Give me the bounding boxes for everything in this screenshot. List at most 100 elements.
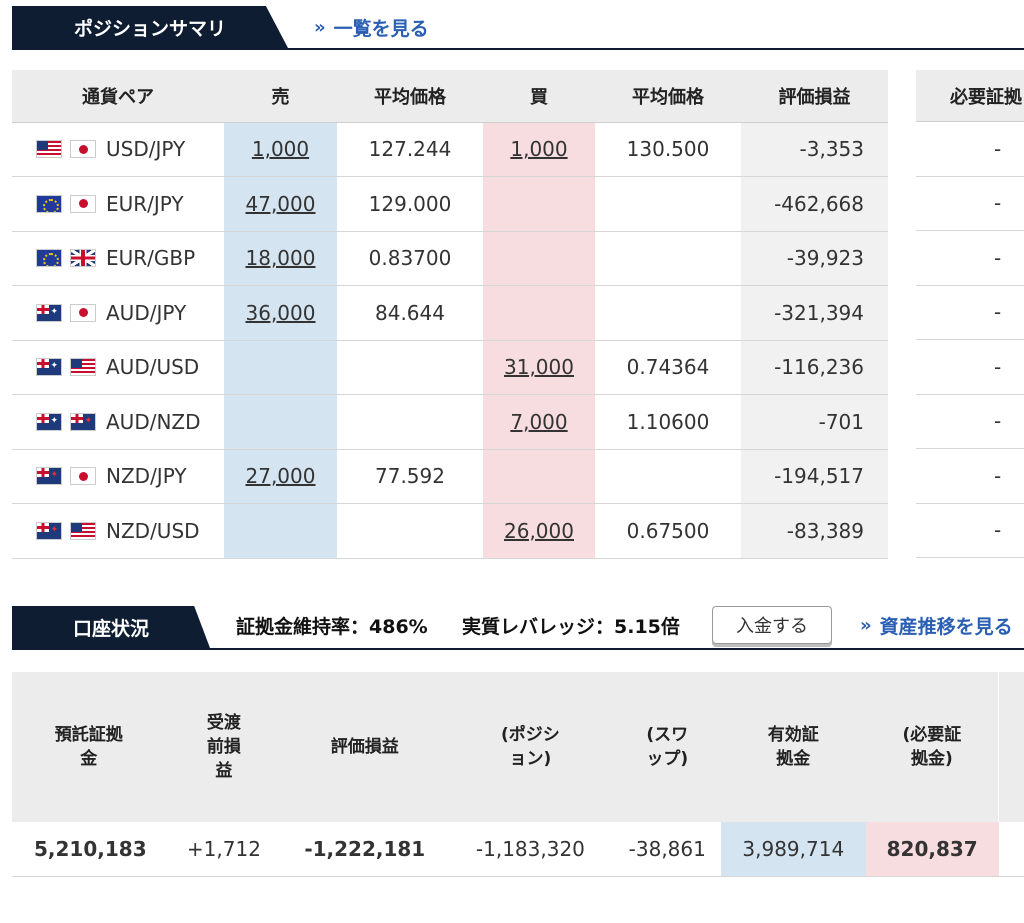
pair-cell: EUR/JPY (12, 176, 224, 232)
buy-avg-cell: 0.67500 (595, 503, 741, 559)
header-line: ップ) (646, 749, 689, 769)
pair-label: EUR/GBP (106, 246, 196, 271)
pl-cell: -3,353 (741, 122, 888, 177)
header-line: 受渡 (206, 713, 241, 733)
buy-amount-link[interactable]: 31,000 (504, 355, 574, 380)
col-header-buy-avg: 平均価格 (595, 70, 741, 123)
required-margin-cell: - (916, 395, 1024, 449)
view-list-link[interactable]: » 一覧を見る (314, 17, 429, 40)
buy-avg-cell: 0.74364 (595, 340, 741, 395)
sell-amount-link[interactable]: 1,000 (251, 137, 310, 162)
pl-cell: -83,389 (741, 503, 888, 559)
pair-label: EUR/JPY (106, 191, 184, 216)
view-asset-history-link[interactable]: » 資産推移を見る (860, 615, 1013, 638)
col-header-pl: 評価損益 (741, 70, 888, 123)
header-line: ョン) (509, 749, 552, 769)
account-col-header: 預託証拠金 (12, 672, 166, 822)
pair-label: NZD/USD (106, 518, 200, 543)
buy-cell: 26,000 (483, 503, 595, 559)
buy-amount-link[interactable]: 26,000 (504, 518, 574, 543)
effective-leverage: 実質レバレッジ：5.15倍 (462, 616, 680, 638)
header-line: 拠金) (911, 749, 953, 769)
header-line: 前損 (206, 737, 241, 757)
pair-label: AUD/USD (106, 355, 200, 380)
buy-cell (483, 449, 595, 504)
required-margin-cell: - (916, 177, 1024, 231)
sell-cell: 27,000 (224, 449, 337, 504)
sell-amount-link[interactable]: 18,000 (245, 246, 316, 271)
flag-jp-icon (70, 194, 96, 213)
account-value-row: 5,210,183 +1,712 -1,222,181 -1,183,320 -38,8… (12, 822, 1024, 877)
header-line: 拠金 (776, 749, 811, 769)
pair-label: USD/JPY (106, 137, 186, 162)
buy-amount-link[interactable]: 7,000 (510, 409, 568, 434)
col-header-sell: 売 (224, 70, 337, 123)
account-header-row: 預託証拠金受渡 前損益評価損益 (ポジシ ョン) (スワ ップ) 有効証 拠金 (必要証 拠金) (12, 672, 1024, 822)
required-margin-column: 必要証拠 -------- (916, 70, 1024, 558)
sell-cell (224, 503, 337, 559)
pair-cell: NZD/JPY (12, 449, 224, 504)
flag-nz-icon (70, 412, 96, 431)
sell-amount-link[interactable]: 27,000 (245, 464, 316, 489)
account-status-tab[interactable]: 口座状況 (12, 606, 210, 648)
buy-cell: 31,000 (483, 340, 595, 395)
buy-cell (483, 285, 595, 341)
sell-avg-cell: 84.644 (337, 285, 483, 341)
buy-avg-cell (595, 285, 741, 341)
account-col-header: (スワップ) (613, 672, 721, 822)
table-row: NZD/JPY 27,000 77.592 -194,517 (12, 449, 888, 504)
double-chevron-right-icon: » (314, 17, 326, 38)
header-line: (ポジシ (501, 725, 560, 745)
deposit-button[interactable]: 入金する (712, 606, 832, 644)
pair-cell: EUR/GBP (12, 231, 224, 286)
header-line: (必要証 (902, 725, 962, 745)
col-header-required-margin: 必要証拠 (916, 70, 1024, 122)
sell-amount-link[interactable]: 36,000 (245, 300, 316, 325)
flag-us-icon (36, 140, 62, 159)
sell-avg-cell (337, 394, 483, 450)
table-row: AUD/NZD 7,000 1.10600-701 (12, 394, 888, 450)
header-line: (スワ (646, 725, 689, 745)
pair-cell: NZD/USD (12, 503, 224, 559)
pair-cell: AUD/JPY (12, 285, 224, 341)
account-status-header: 口座状況 (12, 606, 1024, 650)
margin-ratio: 証拠金維持率：486% (236, 616, 428, 638)
pl-cell: -194,517 (741, 449, 888, 504)
buy-cell: 1,000 (483, 122, 595, 177)
account-value-cell: 3,989,714 (720, 822, 866, 877)
flag-jp-icon (70, 467, 96, 486)
flag-nz-icon (36, 521, 62, 540)
buy-cell: 7,000 (483, 394, 595, 450)
sell-cell (224, 340, 337, 395)
account-col-header: 評価損益 (282, 672, 448, 822)
flag-us-icon (70, 521, 96, 540)
table-row: EUR/JPY 47,000 129.000 -462,668 (12, 176, 888, 232)
table-row: USD/JPY 1,000 127.244 1,000 130.500 -3,353 (12, 122, 888, 177)
required-margin-cell: - (916, 286, 1024, 340)
buy-avg-cell (595, 449, 741, 504)
account-value-cell: 5,210,183 (12, 822, 166, 877)
col-header-pair: 通貨ペア (12, 70, 224, 123)
pair-label: AUD/NZD (106, 409, 201, 434)
sell-avg-cell: 77.592 (337, 449, 483, 504)
flag-eu-icon (36, 249, 62, 268)
account-col-header: (ポジション) (447, 672, 614, 822)
account-value-cell: 820,837 (865, 822, 999, 877)
header-line: 預託証拠 (54, 725, 123, 745)
flag-eu-icon (36, 194, 62, 213)
header-line: 金 (80, 749, 98, 769)
position-summary-tab[interactable]: ポジションサマリ (12, 6, 288, 48)
sell-avg-cell (337, 503, 483, 559)
pair-cell: AUD/USD (12, 340, 224, 395)
sell-cell: 18,000 (224, 231, 337, 286)
sell-amount-link[interactable]: 47,000 (245, 191, 316, 216)
buy-amount-link[interactable]: 1,000 (510, 137, 568, 162)
pl-cell: -39,923 (741, 231, 888, 286)
account-value-cell: -1,222,181 (282, 822, 448, 877)
sell-avg-cell: 129.000 (337, 176, 483, 232)
col-header-buy: 買 (483, 70, 595, 123)
table-header-row: 通貨ペア 売 平均価格 買 平均価格 評価損益 (12, 70, 888, 123)
buy-avg-cell: 1.10600 (595, 394, 741, 450)
account-col-header: 有効証 拠金 (720, 672, 866, 822)
pair-label: NZD/JPY (106, 464, 187, 489)
